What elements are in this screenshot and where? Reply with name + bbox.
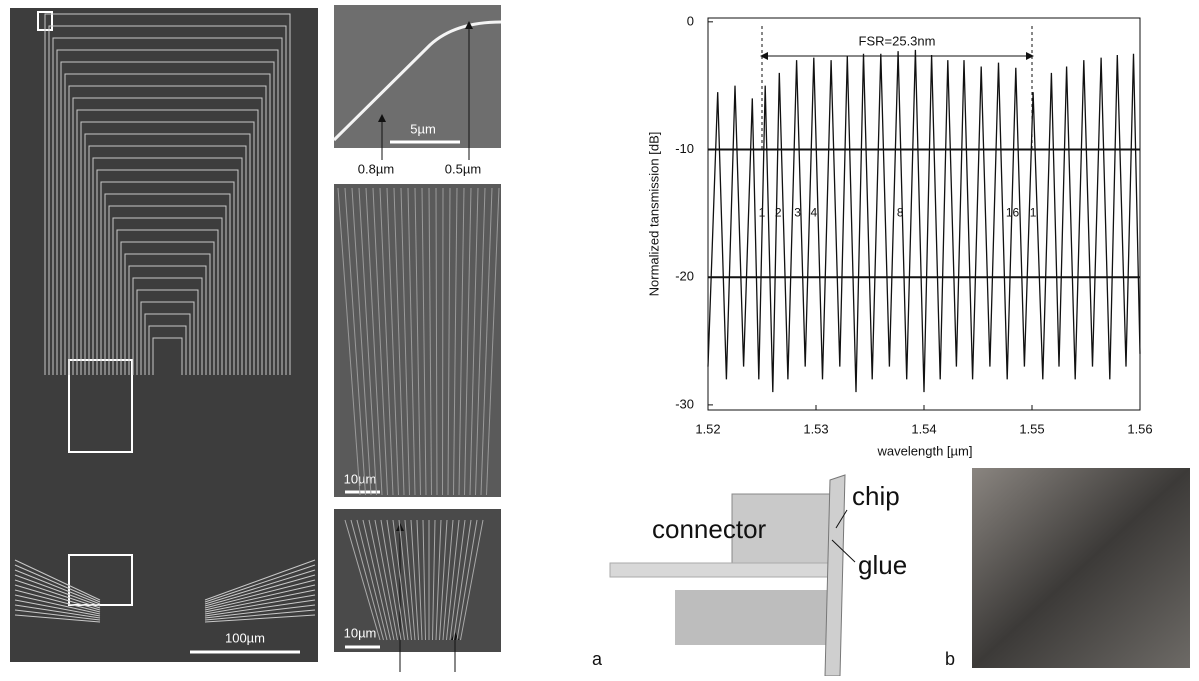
y-tick-label: -30 — [675, 396, 694, 411]
annotation: FSR=25.3nm — [859, 33, 936, 48]
channel-label: 1 — [759, 206, 766, 220]
width-label: 0.5µm — [445, 161, 481, 176]
panel-label: a — [592, 649, 603, 669]
part-label: connector — [652, 514, 767, 544]
part-label: chip — [852, 481, 900, 511]
plot-frame — [708, 18, 1140, 410]
y-tick-label: -20 — [675, 269, 694, 284]
y-axis-label: Normalized tansmission [dB] — [646, 132, 661, 297]
width-label: 0.8µm — [358, 161, 394, 176]
sem-panel: 100µm 5µm 0.8µm 0.5µm 10µm 10µm — [10, 5, 501, 672]
figure: 100µm 5µm 0.8µm 0.5µm 10µm 10µm connecto… — [0, 0, 1199, 676]
channel-label: 8 — [897, 206, 904, 220]
scale-label: 10µm — [344, 625, 377, 640]
waveguide — [443, 188, 444, 495]
page: {"chart_data": {"type": "line", "y_label… — [0, 0, 1199, 676]
scale-label: 10µm — [344, 471, 377, 486]
x-tick-label: 1.56 — [1127, 421, 1152, 436]
panel-label: b — [945, 649, 955, 669]
x-tick-label: 1.53 — [803, 421, 828, 436]
y-tick-label: 0 — [687, 13, 694, 28]
x-tick-label: 1.52 — [695, 421, 720, 436]
channel-label: 2 — [775, 206, 782, 220]
photo — [972, 468, 1190, 668]
spectrum-line — [708, 50, 1140, 392]
channel-label: 3 — [794, 206, 801, 220]
fiber — [610, 563, 830, 577]
connector-body — [675, 590, 835, 645]
sem-image — [10, 8, 318, 662]
scale-label: 100µm — [225, 630, 265, 645]
x-axis-label: wavelength [µm] — [877, 443, 973, 458]
part-label: glue — [858, 550, 907, 580]
channel-label: 16 — [1006, 206, 1020, 220]
channel-label: 1 — [1030, 206, 1037, 220]
x-tick-label: 1.54 — [911, 421, 936, 436]
x-tick-label: 1.55 — [1019, 421, 1044, 436]
scale-label: 5µm — [410, 121, 436, 136]
y-tick-label: -10 — [675, 141, 694, 156]
chart: Normalized tansmission [dB] wavelength [… — [646, 13, 1152, 458]
channel-label: 4 — [810, 206, 817, 220]
assembly-panel: connector chip glue a b — [592, 468, 1190, 676]
